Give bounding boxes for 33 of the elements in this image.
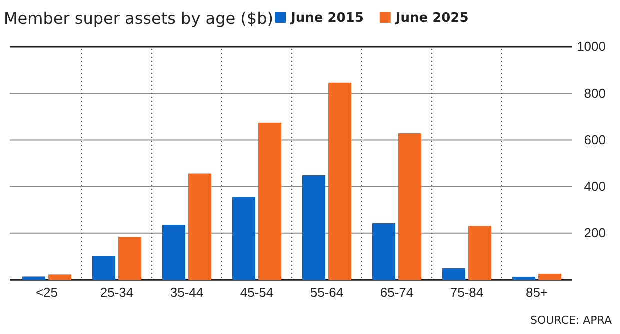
y-tick-label: 800 [584,86,606,101]
bar [468,226,492,280]
bar [538,274,562,280]
bar [442,268,466,280]
bar [328,82,352,280]
y-tick-label: 400 [584,178,606,194]
legend-label: June 2025 [394,11,469,26]
x-tick-label: 25-34 [100,285,134,300]
bar [48,274,72,280]
y-tick-label: 600 [584,132,606,148]
bar [302,175,326,280]
bar [372,223,396,280]
bar [92,256,116,280]
x-tick-label: 45-54 [240,285,274,300]
x-tick-label: 65-74 [380,285,414,300]
bar [118,237,142,280]
bar [162,225,186,280]
bar [258,122,282,280]
source-note: SOURCE: APRA [530,314,612,327]
bar [188,174,212,280]
bar [22,276,46,280]
x-tick-label: 35-44 [170,285,204,300]
bar [512,276,536,280]
bar [232,197,256,280]
y-tick-label: 1000 [577,39,606,54]
x-tick-label: <25 [36,285,58,300]
x-tick-label: 55-64 [310,285,344,300]
x-tick-label: 85+ [526,285,548,300]
x-tick-label: 75-84 [450,285,484,300]
bar [398,133,422,280]
y-tick-label: 200 [584,226,606,241]
legend-label: June 2015 [290,11,364,26]
chart-title: Member super assets by age ($b) [4,9,274,28]
